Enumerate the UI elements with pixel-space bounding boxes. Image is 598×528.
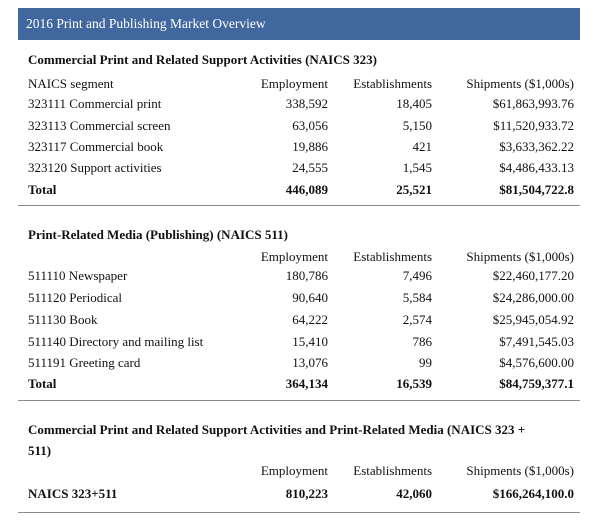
cell-value: $3,633,362.22 [499, 139, 574, 154]
cell-value: 5,150 [402, 118, 432, 133]
cell-value: 99 [419, 355, 432, 370]
column-header: Establishments [353, 249, 432, 264]
section-heading: Print-Related Media (Publishing) (NAICS … [28, 227, 288, 242]
column-header: Employment [260, 249, 328, 264]
cell-value: 338,592 [285, 96, 328, 111]
cell-value: 180,786 [285, 268, 328, 283]
cell-value: $4,576,600.00 [499, 355, 574, 370]
total-value: $166,264,100.0 [492, 486, 574, 501]
total-value: 364,134 [285, 376, 328, 391]
cell-value: 90,640 [292, 290, 328, 305]
cell-value: $22,460,177.20 [492, 268, 574, 283]
cell-value: 15,410 [292, 334, 328, 349]
column-header: Establishments [353, 76, 432, 91]
row-label: 511110 Newspaper [28, 268, 128, 283]
cell-value: 24,555 [292, 160, 328, 175]
total-value: 42,060 [396, 486, 432, 501]
column-header: Establishments [353, 463, 432, 478]
row-label: 511130 Book [28, 312, 98, 327]
column-header: NAICS segment [28, 76, 114, 91]
cell-value: $24,286,000.00 [492, 290, 574, 305]
row-label: 323120 Support activities [28, 160, 162, 175]
column-header: Shipments ($1,000s) [466, 463, 574, 478]
total-value: $81,504,722.8 [499, 182, 574, 197]
cell-value: $61,863,993.76 [492, 96, 574, 111]
column-header: Employment [260, 463, 328, 478]
column-header: Shipments ($1,000s) [466, 249, 574, 264]
row-label: 511140 Directory and mailing list [28, 334, 204, 349]
row-label: 323117 Commercial book [28, 139, 164, 154]
cell-value: $7,491,545.03 [499, 334, 574, 349]
section-heading: Commercial Print and Related Support Act… [28, 52, 377, 67]
cell-value: 7,496 [402, 268, 432, 283]
divider [18, 400, 580, 401]
cell-value: 63,056 [292, 118, 328, 133]
cell-value: 421 [412, 139, 433, 154]
cell-value: $4,486,433.13 [499, 160, 574, 175]
cell-value: 1,545 [402, 160, 432, 175]
column-header: Employment [260, 76, 328, 91]
cell-value: $25,945,054.92 [492, 312, 574, 327]
divider [18, 512, 580, 513]
row-label: 511191 Greeting card [28, 355, 141, 370]
cell-value: 2,574 [402, 312, 432, 327]
cell-value: 786 [412, 334, 433, 349]
cell-value: 64,222 [292, 312, 328, 327]
cell-value: 19,886 [292, 139, 328, 154]
total-label: NAICS 323+511 [28, 486, 118, 501]
column-header: Shipments ($1,000s) [466, 76, 574, 91]
divider [18, 205, 580, 206]
total-value: 446,089 [285, 182, 328, 197]
title-bar [18, 8, 580, 40]
total-value: $84,759,377.1 [499, 376, 574, 391]
section-heading: Commercial Print and Related Support Act… [28, 422, 526, 458]
cell-value: $11,520,933.72 [493, 118, 574, 133]
row-label: 323113 Commercial screen [28, 118, 171, 133]
cell-value: 13,076 [292, 355, 328, 370]
total-label: Total [28, 376, 57, 391]
total-value: 16,539 [396, 376, 432, 391]
cell-value: 18,405 [396, 96, 432, 111]
row-label: 511120 Periodical [28, 290, 122, 305]
total-value: 810,223 [285, 486, 328, 501]
total-label: Total [28, 182, 57, 197]
total-value: 25,521 [396, 182, 432, 197]
row-label: 323111 Commercial print [28, 96, 162, 111]
cell-value: 5,584 [402, 290, 432, 305]
title: 2016 Print and Publishing Market Overvie… [26, 16, 266, 31]
